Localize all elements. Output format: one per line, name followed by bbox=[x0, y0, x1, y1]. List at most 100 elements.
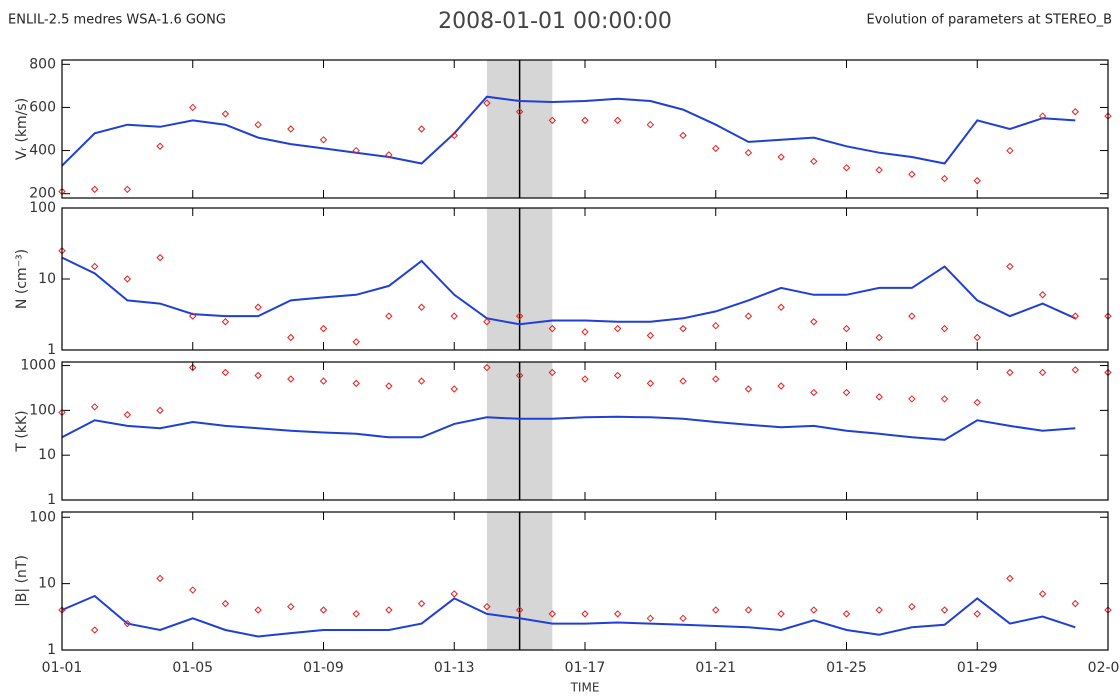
observation-point bbox=[712, 375, 720, 383]
observation-point bbox=[483, 602, 491, 611]
y-tick-label: 10 bbox=[38, 576, 56, 592]
model-line bbox=[61, 95, 1076, 167]
y-tick-label: 1 bbox=[47, 642, 56, 658]
observation-point bbox=[1006, 262, 1014, 271]
observation-point bbox=[973, 177, 981, 185]
observation-point bbox=[613, 610, 622, 618]
observation-point bbox=[712, 144, 720, 153]
observation-point bbox=[777, 382, 785, 390]
observation-point bbox=[973, 333, 981, 342]
observation-point bbox=[581, 375, 589, 383]
observation-point bbox=[842, 324, 851, 333]
x-tick-label: 01-01 bbox=[42, 660, 83, 676]
y-tick-label: 100 bbox=[29, 509, 56, 525]
observation-point bbox=[548, 368, 557, 377]
observation-point bbox=[1038, 368, 1047, 377]
observation-point bbox=[254, 303, 262, 311]
observation-point bbox=[744, 149, 753, 157]
observation-point bbox=[483, 363, 491, 372]
observation-point bbox=[842, 164, 851, 172]
y-tick-label: 1 bbox=[47, 492, 56, 508]
observation-point bbox=[352, 146, 360, 155]
observation-point bbox=[777, 610, 785, 618]
observation-point bbox=[385, 382, 393, 390]
y-tick-label: 100 bbox=[29, 200, 56, 216]
x-axis-label: TIME bbox=[570, 681, 600, 695]
observation-point bbox=[810, 157, 818, 166]
observation-point bbox=[450, 590, 458, 598]
model-line bbox=[61, 256, 1076, 326]
observation-point bbox=[450, 312, 458, 320]
observation-point bbox=[1071, 312, 1080, 320]
observation-point bbox=[189, 312, 197, 320]
observation-point bbox=[90, 626, 99, 634]
observation-point bbox=[646, 120, 655, 129]
observation-point bbox=[189, 103, 197, 112]
observation-point bbox=[515, 606, 524, 614]
observation-point bbox=[90, 403, 99, 411]
observation-point bbox=[319, 136, 328, 144]
y-axis-label: Vᵣ (km/s) bbox=[14, 98, 30, 160]
observation-point bbox=[319, 606, 328, 614]
observation-point bbox=[1038, 291, 1047, 299]
observation-point bbox=[352, 610, 360, 618]
observation-point bbox=[1071, 366, 1080, 374]
observation-point bbox=[940, 395, 949, 403]
observation-point bbox=[613, 116, 622, 125]
observation-point bbox=[90, 262, 99, 271]
y-tick-label: 1000 bbox=[20, 358, 56, 374]
observation-point bbox=[875, 393, 883, 401]
observation-point bbox=[189, 363, 197, 372]
model-line bbox=[61, 415, 1076, 441]
observation-point bbox=[777, 303, 785, 311]
observation-point bbox=[548, 324, 557, 333]
observation-point bbox=[548, 116, 557, 125]
observation-point bbox=[1006, 368, 1014, 377]
observation-point bbox=[450, 385, 458, 393]
y-tick-label: 200 bbox=[29, 186, 56, 202]
observation-point bbox=[254, 371, 262, 380]
observation-point bbox=[875, 333, 883, 342]
observation-point bbox=[483, 318, 491, 326]
observation-point bbox=[679, 131, 687, 140]
observation-point bbox=[810, 318, 818, 326]
observation-point bbox=[908, 602, 916, 611]
plot-frame bbox=[61, 511, 1109, 651]
observation-point bbox=[679, 324, 687, 333]
observation-point bbox=[1071, 108, 1080, 116]
observation-point bbox=[1038, 590, 1047, 598]
observation-point bbox=[940, 606, 949, 614]
observation-point bbox=[875, 166, 883, 174]
observation-point bbox=[287, 125, 295, 133]
observation-point bbox=[973, 398, 981, 407]
observation-point bbox=[908, 312, 916, 320]
observation-point bbox=[417, 303, 426, 311]
observation-point bbox=[777, 153, 785, 161]
observation-point bbox=[1006, 574, 1014, 583]
observation-point bbox=[189, 586, 197, 594]
y-tick-label: 400 bbox=[29, 143, 56, 159]
observation-point bbox=[385, 312, 393, 320]
observation-point bbox=[319, 324, 328, 333]
y-axis-label: |B| (nT) bbox=[14, 555, 30, 607]
observation-point bbox=[875, 606, 883, 614]
observation-point bbox=[319, 377, 328, 385]
observation-point bbox=[515, 371, 524, 380]
observation-point bbox=[483, 99, 491, 107]
y-tick-label: 10 bbox=[38, 447, 56, 463]
observation-point bbox=[581, 116, 589, 125]
observation-point bbox=[646, 331, 655, 340]
observation-point bbox=[515, 108, 524, 116]
header-right: Evolution of parameters at STEREO_B bbox=[867, 13, 1112, 28]
observation-point bbox=[940, 174, 949, 183]
observation-point bbox=[679, 614, 687, 623]
y-tick-label: 600 bbox=[29, 99, 56, 115]
observation-point bbox=[123, 411, 132, 419]
observation-point bbox=[613, 371, 622, 380]
observation-point bbox=[908, 170, 916, 178]
observation-point bbox=[221, 318, 230, 326]
y-tick-label: 1 bbox=[47, 342, 56, 358]
observation-point bbox=[744, 606, 753, 614]
observation-point bbox=[90, 185, 99, 194]
